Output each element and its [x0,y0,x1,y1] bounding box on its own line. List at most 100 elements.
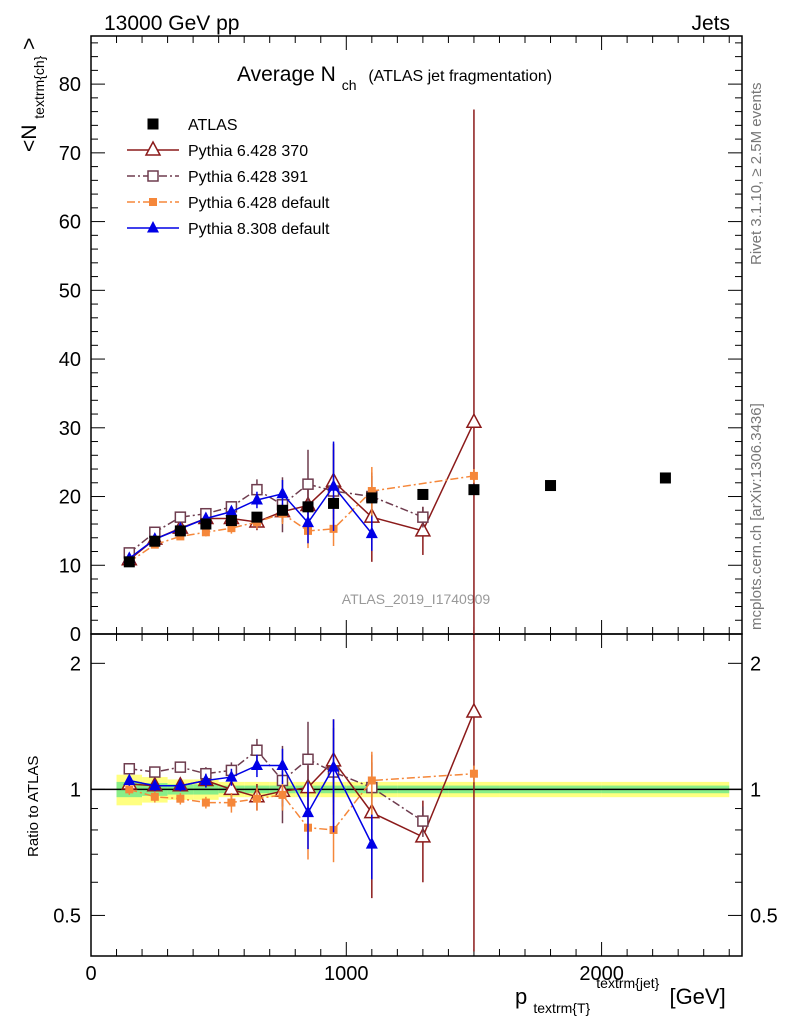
main-ylabel: <N textrm{ch} > [18,38,49,152]
main-ylabel-sub: textrm{ch} [31,55,47,118]
ratio-point-pythia-8-308-default [174,778,187,791]
point-pythia-8-308-default [276,486,289,499]
legend-label-pythia-6-428-default: Pythia 6.428 default [188,195,330,212]
ytick-label: 80 [59,74,81,96]
ratio-point-pythia-6-428-default [367,776,376,785]
point-atlas [200,518,212,530]
point-atlas [174,525,186,537]
point-pythia-6-428-default [201,528,210,537]
ratio-ytick-label-right: 1 [750,779,761,801]
ratio-axis-ticks: 0.5 0.5 1 1 2 2 0 1000 2000 [53,634,778,985]
main-series-group [121,109,671,634]
ratio-ytick-label-left: 2 [70,653,81,675]
plot-title-sub: ch [342,77,357,93]
plot-title: Average N ch (ATLAS jet fragmentation) [237,63,552,95]
legend-marker-pythia-6-428-370 [144,140,162,156]
ytick-label: 50 [59,280,81,302]
ratio-point-pythia-6-428-370 [465,702,483,718]
ratio-point-pythia-6-428-default [125,785,134,794]
ratio-ylabel: Ratio to ATLAS [25,756,42,857]
header-left: 13000 GeV pp [104,12,239,35]
point-pythia-6-428-391 [417,511,429,523]
ratio-point-pythia-6-428-default [227,798,236,807]
legend: ATLAS Pythia 6.428 370 Pythia 6.428 391 Pyt… [127,117,330,238]
point-atlas [149,535,161,547]
ytick-label: 60 [59,212,81,234]
plot-title-note: (ATLAS jet fragmentation) [368,68,552,85]
ratio-point-pythia-8-308-default [365,837,378,849]
ratio-point-pythia-8-308-default [302,805,314,818]
xlabel-sup: textrm{jet} [596,975,659,991]
xlabel-sub: textrm{T} [533,1000,590,1016]
point-atlas [328,497,340,509]
mcplots-label: mcplots.cern.ch [arXiv:1306.3436] [748,403,765,630]
point-pythia-6-428-391 [174,511,187,523]
plot-title-main: Average N [237,63,336,86]
header-right: Jets [691,12,730,35]
ratio-xlabel: p textrm{T} textrm{jet} [GeV] [515,968,726,1018]
ratio-point-pythia-8-308-default [199,773,212,786]
legend-marker-pythia-6-428-default [149,198,157,206]
xtick-label: 1000 [324,963,369,985]
main-ylabel-main: <N [18,125,41,152]
point-atlas [468,484,480,496]
legend-label-pythia-8-308-default: Pythia 8.308 default [188,221,330,238]
series-layer [121,109,671,952]
legend-label-atlas: ATLAS [188,117,238,134]
legend-label-pythia-6-428-370: Pythia 6.428 370 [188,143,308,160]
main-ylabel-close: > [18,38,41,50]
ratio-ytick-label-left: 0.5 [53,905,81,927]
point-pythia-8-308-default [327,479,340,491]
point-pythia-6-428-370 [465,412,483,429]
point-pythia-8-308-default [302,515,314,528]
ratio-ytick-label-right: 2 [750,653,761,675]
ratio-point-pythia-6-428-default [201,798,210,807]
point-pythia-6-428-370 [414,521,432,537]
ratio-line-pythia-8-308-default [129,764,373,845]
ratio-point-pythia-6-428-391 [302,753,314,766]
ratio-series-group [121,634,483,952]
point-atlas [302,501,314,513]
ytick-label: 10 [59,555,81,577]
ratio-point-pythia-6-428-default [278,790,287,799]
ratio-point-pythia-8-308-default [148,778,161,791]
point-pythia-8-308-default [365,526,378,539]
ratio-point-pythia-6-428-default [469,769,478,778]
ytick-label: 40 [59,349,81,371]
ratio-point-pythia-6-428-391 [174,761,187,773]
ytick-label: 30 [59,418,81,440]
ratio-point-pythia-6-428-391 [123,763,136,775]
ratio-point-pythia-6-428-default [150,792,159,801]
ratio-point-pythia-6-428-391 [251,744,263,757]
point-atlas [251,511,263,523]
ratio-point-pythia-8-308-default [276,758,289,771]
ytick-label: 20 [59,487,81,509]
ratio-line-pythia-6-428-391 [129,749,424,822]
legend-marker-atlas [147,118,159,130]
ratio-plot-frame [90,633,743,957]
ratio-point-pythia-8-308-default [250,758,263,771]
point-pythia-6-428-default [367,487,376,496]
ratio-uncertainty-band [91,774,742,806]
point-atlas [123,556,135,568]
point-pythia-8-308-default [250,492,263,505]
ratio-ytick-label-right: 0.5 [750,905,778,927]
point-atlas [545,480,557,492]
main-axis-ticks: 0 10 20 30 40 50 60 70 80 [59,36,742,646]
legend-marker-pythia-6-428-391 [147,170,159,182]
point-pythia-6-428-default [227,524,236,533]
ratio-point-pythia-6-428-391 [417,815,429,827]
point-atlas [417,488,429,500]
rivet-label: Rivet 3.1.10, ≥ 2.5M events [748,83,765,266]
ytick-label: 0 [70,624,81,646]
point-atlas [276,504,288,516]
point-atlas [225,515,237,527]
xlabel-unit: [GeV] [669,984,725,1009]
xtick-label: 2000 [579,963,624,985]
ratio-point-pythia-8-308-default [123,773,136,786]
ratio-point-pythia-8-308-default [225,770,238,782]
ytick-label: 70 [59,143,81,165]
point-pythia-6-428-391 [302,478,314,490]
ratio-ytick-label-left: 1 [70,779,81,801]
